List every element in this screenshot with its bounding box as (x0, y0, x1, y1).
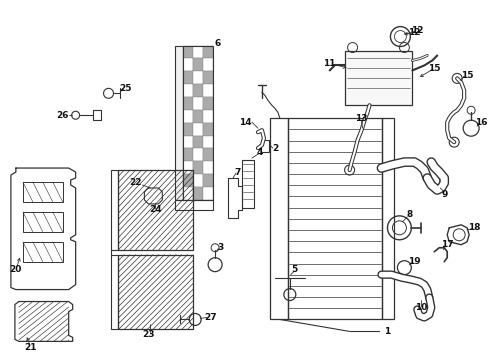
Text: 12: 12 (408, 28, 420, 37)
Text: 8: 8 (406, 210, 413, 219)
Bar (119, 255, 193, 329)
Text: 6: 6 (215, 39, 221, 48)
Bar (203, 187, 213, 200)
Text: 10: 10 (415, 303, 427, 312)
Text: 18: 18 (468, 223, 480, 232)
Bar (175, 45, 183, 200)
Bar (183, 45, 213, 200)
Text: 4: 4 (257, 148, 263, 157)
Bar (193, 161, 203, 174)
Bar (183, 123, 193, 136)
Bar (203, 45, 213, 58)
Text: 25: 25 (119, 84, 132, 93)
Text: 23: 23 (142, 330, 155, 339)
Text: 3: 3 (217, 243, 223, 252)
Bar (183, 58, 193, 71)
Bar (203, 97, 213, 110)
Text: 27: 27 (204, 313, 217, 322)
Text: 21: 21 (24, 343, 37, 352)
Bar (203, 58, 213, 71)
Text: 24: 24 (149, 206, 162, 215)
Bar (183, 187, 193, 200)
Text: 17: 17 (441, 240, 454, 249)
Text: 15: 15 (461, 71, 473, 80)
Bar (193, 71, 203, 84)
Bar (183, 45, 193, 58)
Text: 20: 20 (10, 265, 22, 274)
Bar (111, 170, 119, 250)
Bar (193, 174, 203, 187)
Bar (183, 97, 193, 110)
Text: 16: 16 (475, 118, 488, 127)
Bar (203, 71, 213, 84)
Bar (193, 97, 203, 110)
Bar (23, 182, 63, 202)
Bar (203, 174, 213, 187)
Bar (119, 170, 193, 250)
Bar (193, 45, 203, 58)
Text: 22: 22 (129, 179, 142, 188)
Text: 26: 26 (56, 111, 69, 120)
Bar (183, 71, 193, 84)
Bar (193, 148, 203, 161)
Bar (383, 118, 394, 319)
Bar (183, 148, 193, 161)
Bar (203, 123, 213, 136)
Bar (23, 212, 63, 232)
Text: 14: 14 (239, 118, 251, 127)
Bar (175, 200, 213, 210)
Bar (193, 123, 203, 136)
Text: 19: 19 (408, 257, 420, 266)
Bar (270, 118, 288, 319)
Bar (111, 255, 119, 329)
Text: 12: 12 (411, 26, 423, 35)
Bar (23, 242, 63, 262)
Text: 2: 2 (272, 144, 278, 153)
Bar (203, 84, 213, 97)
Bar (344, 50, 413, 105)
Bar (193, 58, 203, 71)
Bar (203, 161, 213, 174)
Text: 15: 15 (428, 64, 441, 73)
Bar (183, 136, 193, 148)
Bar (183, 174, 193, 187)
Bar (193, 136, 203, 148)
Text: 11: 11 (323, 59, 336, 68)
Bar (193, 187, 203, 200)
Text: 13: 13 (355, 114, 368, 123)
Bar (193, 84, 203, 97)
Bar (242, 160, 254, 208)
Bar (203, 110, 213, 123)
Bar (193, 110, 203, 123)
Bar (183, 110, 193, 123)
Bar (183, 161, 193, 174)
Bar (288, 118, 383, 319)
Bar (183, 84, 193, 97)
Text: 7: 7 (235, 167, 241, 176)
Text: 1: 1 (384, 327, 391, 336)
Bar (203, 148, 213, 161)
Bar (203, 136, 213, 148)
Text: 5: 5 (292, 265, 298, 274)
Text: 9: 9 (441, 190, 447, 199)
Bar (261, 140, 269, 152)
